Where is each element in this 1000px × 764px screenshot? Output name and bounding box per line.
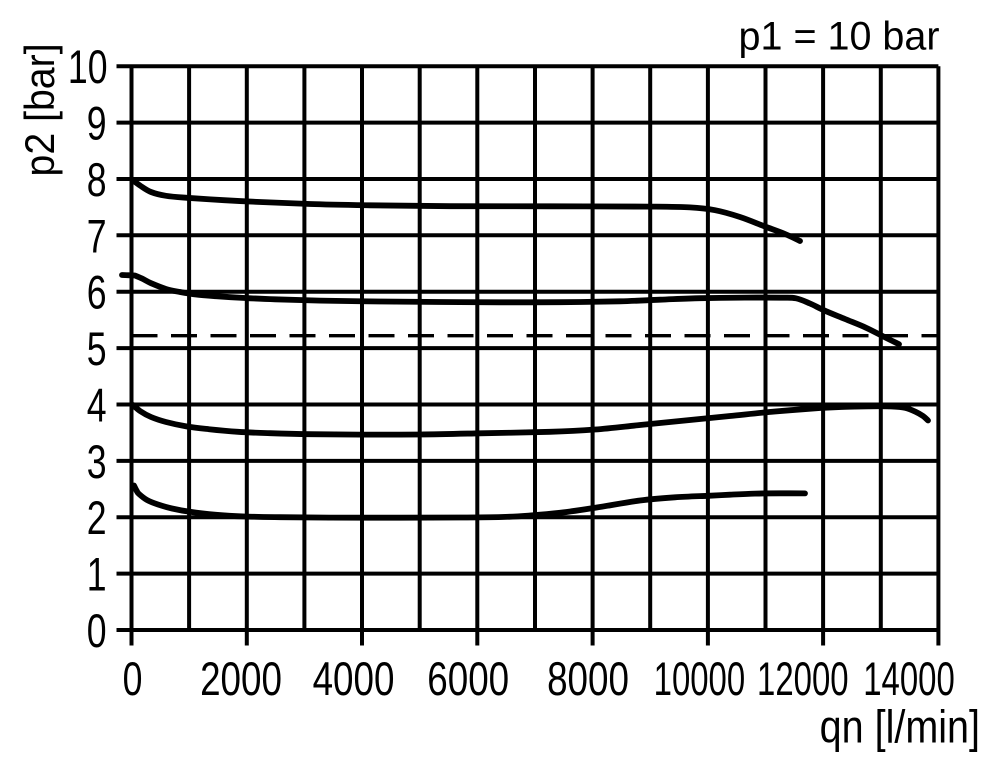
svg-text:14000: 14000 <box>863 652 955 705</box>
svg-text:4: 4 <box>87 379 107 432</box>
svg-text:qn [l/min]: qn [l/min] <box>820 702 980 754</box>
svg-text:p1 = 10 bar: p1 = 10 bar <box>739 14 940 58</box>
svg-text:p2 [bar]: p2 [bar] <box>16 43 64 176</box>
svg-text:6000: 6000 <box>427 654 509 707</box>
svg-text:3: 3 <box>87 435 107 488</box>
svg-text:9: 9 <box>87 97 107 150</box>
svg-text:8000: 8000 <box>547 654 629 707</box>
svg-text:12000: 12000 <box>757 652 849 705</box>
svg-text:6: 6 <box>87 266 107 319</box>
svg-text:10: 10 <box>68 40 108 93</box>
svg-text:0: 0 <box>123 652 143 705</box>
svg-text:1: 1 <box>87 548 107 601</box>
svg-text:7: 7 <box>87 209 107 262</box>
svg-text:5: 5 <box>87 322 107 375</box>
svg-text:4000: 4000 <box>313 654 395 707</box>
svg-text:2000: 2000 <box>200 654 282 707</box>
svg-text:10000: 10000 <box>654 652 746 705</box>
svg-text:8: 8 <box>87 153 107 206</box>
svg-text:0: 0 <box>87 604 107 657</box>
svg-text:2: 2 <box>87 491 107 544</box>
